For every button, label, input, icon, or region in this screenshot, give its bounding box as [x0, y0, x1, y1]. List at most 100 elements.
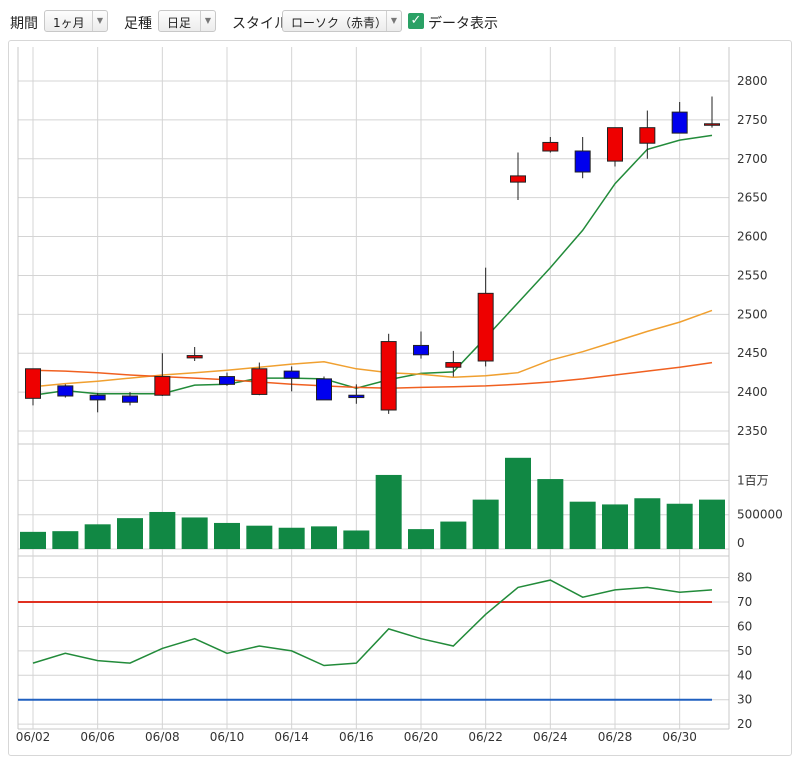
candle-type-label: 足種 — [124, 16, 152, 32]
volume-bar — [408, 529, 434, 549]
candle-body-up — [477, 292, 494, 362]
candle-body-up — [25, 368, 41, 399]
chevron-down-icon: ▼ — [200, 11, 215, 31]
volume-bar — [214, 522, 240, 549]
price-tick-label: 2400 — [737, 385, 768, 399]
price-tick-label: 2800 — [737, 74, 768, 88]
candle-body-up — [251, 368, 268, 395]
oscillator-tick-label: 50 — [737, 644, 752, 658]
oscillator-tick-label: 40 — [737, 668, 752, 682]
moving-average-line — [32, 361, 713, 389]
candle-body-down — [348, 394, 365, 399]
price-tick-label: 2600 — [737, 230, 768, 244]
oscillator-tick-label: 30 — [737, 693, 752, 707]
candle-body-down — [122, 395, 138, 403]
candle-body-up — [639, 127, 656, 144]
volume-bar — [375, 474, 402, 549]
date-tick-label: 06/08 — [145, 730, 180, 744]
volume-bar — [440, 521, 467, 549]
candle-body-down — [413, 344, 429, 356]
volume-bar — [537, 479, 564, 549]
oscillator-tick-label: 70 — [737, 595, 752, 609]
volume-bar — [343, 530, 370, 549]
volume-bar — [52, 531, 79, 549]
volume-bar — [634, 498, 661, 549]
period-select[interactable]: 1ヶ月 ▼ — [44, 10, 108, 32]
candle-body-up — [510, 175, 526, 183]
date-tick-label: 06/20 — [404, 730, 439, 744]
price-tick-label: 2650 — [737, 191, 768, 205]
oscillator — [18, 579, 713, 701]
candle-body-up — [704, 123, 720, 126]
candle-body-up — [154, 376, 171, 396]
period-label: 期間 — [10, 16, 38, 32]
volume-tick-label: 0 — [737, 536, 745, 550]
candle-body-up — [445, 362, 462, 368]
candle-body-up — [607, 127, 623, 162]
volume-bar — [699, 499, 725, 549]
volume-bar — [472, 499, 499, 549]
style-select[interactable]: ローソク（赤青） ▼ — [282, 10, 402, 32]
date-tick-label: 06/02 — [16, 730, 51, 744]
oscillator-tick-label: 80 — [737, 571, 752, 585]
price-tick-label: 2700 — [737, 152, 768, 166]
date-tick-label: 06/16 — [339, 730, 374, 744]
volume-tick-label: 500000 — [737, 508, 783, 522]
price-tick-label: 2350 — [737, 424, 768, 438]
candle-body-down — [671, 111, 688, 134]
volume-bar — [278, 527, 305, 549]
chart-frame — [8, 40, 792, 756]
candle-body-down — [316, 378, 332, 401]
date-tick-label: 06/14 — [274, 730, 309, 744]
price-tick-label: 2500 — [737, 307, 768, 321]
moving-averages — [32, 134, 713, 396]
volume-bar — [117, 518, 143, 549]
candle-body-down — [57, 385, 74, 397]
price-tick-label: 2550 — [737, 268, 768, 282]
volume-bar — [505, 457, 531, 549]
chevron-down-icon: ▼ — [386, 11, 401, 31]
candlesticks — [25, 96, 720, 414]
candle-body-up — [542, 141, 559, 152]
date-tick-label: 06/28 — [598, 730, 633, 744]
volume-bar — [602, 504, 628, 549]
date-tick-label: 06/06 — [80, 730, 115, 744]
price-tick-label: 2750 — [737, 113, 768, 127]
volume-tick-label: 1百万 — [737, 473, 769, 487]
price-tick-label: 2450 — [737, 346, 768, 360]
candle-body-up — [380, 341, 397, 411]
show-data-label: データ表示 — [428, 16, 498, 32]
style-label: スタイル — [232, 16, 288, 32]
oscillator-line — [32, 579, 713, 667]
volume-bar — [246, 525, 273, 549]
chevron-down-icon: ▼ — [92, 11, 107, 31]
volume-bar — [20, 531, 46, 549]
volume-bar — [181, 517, 208, 549]
candle-body-up — [186, 355, 203, 359]
moving-average-line — [32, 134, 713, 396]
volume-bar — [84, 524, 111, 549]
toolbar: 期間 1ヶ月 ▼ 足種 日足 ▼ スタイル ローソク（赤青） ▼ ✓ データ表示 — [0, 0, 800, 46]
show-data-checkbox[interactable]: ✓ — [408, 13, 424, 29]
date-tick-label: 06/22 — [468, 730, 503, 744]
axis-labels: 2800 2750 2700 2650 2600 2550 2500 2450 2400 2350… — [16, 74, 783, 744]
date-tick-label: 06/24 — [533, 730, 568, 744]
candle-type-value: 日足 — [167, 16, 192, 30]
candle-body-down — [89, 394, 106, 401]
volume-bar — [149, 511, 176, 549]
date-tick-label: 06/30 — [662, 730, 697, 744]
candle-type-select[interactable]: 日足 ▼ — [158, 10, 216, 32]
candle-body-down — [283, 370, 300, 379]
volume-bar — [569, 501, 596, 549]
volume-bars — [20, 457, 725, 549]
oscillator-tick-label: 20 — [737, 717, 752, 731]
date-tick-label: 06/10 — [210, 730, 245, 744]
volume-bar — [666, 503, 693, 549]
oscillator-tick-label: 60 — [737, 619, 752, 633]
candle-body-down — [574, 150, 591, 173]
volume-bar — [311, 526, 337, 549]
style-value: ローソク（赤青） — [291, 16, 388, 30]
candle-body-down — [219, 376, 235, 385]
period-value: 1ヶ月 — [53, 16, 85, 30]
